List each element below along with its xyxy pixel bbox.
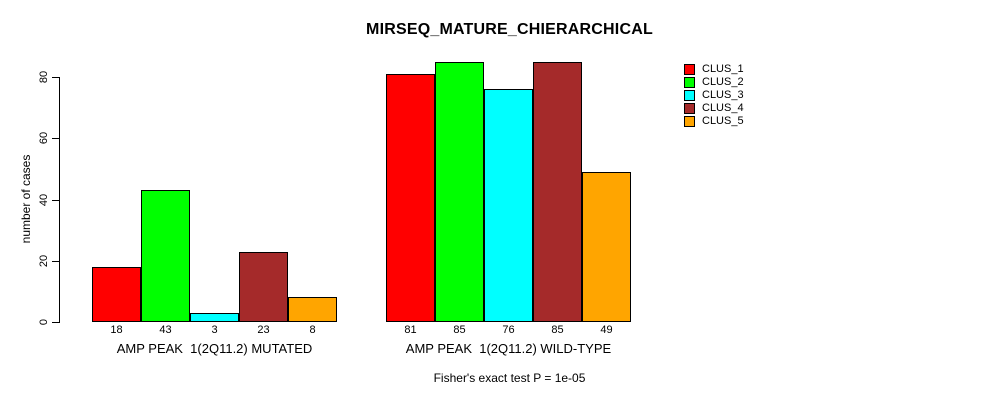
legend-swatch bbox=[684, 90, 695, 101]
legend-swatch bbox=[684, 64, 695, 75]
bar-value-label: 76 bbox=[502, 324, 515, 336]
legend-label: CLUS_3 bbox=[702, 89, 744, 101]
legend-label: CLUS_4 bbox=[702, 102, 744, 114]
fisher-test-footnote: Fisher's exact test P = 1e-05 bbox=[433, 371, 586, 385]
bar bbox=[386, 74, 435, 322]
category-label: AMP PEAK 1(2Q11.2) MUTATED bbox=[116, 341, 313, 356]
bar bbox=[533, 62, 582, 322]
legend-swatch bbox=[684, 77, 695, 88]
legend-swatch bbox=[684, 103, 695, 114]
bar bbox=[582, 172, 631, 322]
legend-label: CLUS_5 bbox=[702, 115, 744, 127]
bar-value-label: 81 bbox=[404, 324, 417, 336]
chart-title: MIRSEQ_MATURE_CHIERARCHICAL bbox=[366, 21, 653, 38]
y-axis-tick-label: 20 bbox=[38, 254, 50, 268]
bar-value-label: 23 bbox=[257, 324, 270, 336]
bar-value-label: 85 bbox=[551, 324, 564, 336]
bar bbox=[484, 89, 533, 322]
legend-label: CLUS_2 bbox=[702, 76, 744, 88]
legend: CLUS_1 CLUS_2 CLUS_3 CLUS_4 CLUS_5 bbox=[684, 63, 744, 128]
legend-swatch bbox=[684, 116, 695, 127]
bar-value-label: 43 bbox=[159, 324, 172, 336]
legend-item: CLUS_2 bbox=[684, 76, 744, 89]
y-axis-tick-label: 60 bbox=[38, 131, 50, 145]
bar bbox=[92, 267, 141, 322]
y-axis-tick bbox=[52, 200, 59, 201]
bar bbox=[435, 62, 484, 322]
bar-value-label: 18 bbox=[110, 324, 123, 336]
bar bbox=[288, 297, 337, 322]
y-axis-tick-label: 80 bbox=[38, 70, 50, 84]
y-axis-line bbox=[59, 77, 60, 323]
y-axis-tick-label: 0 bbox=[38, 318, 50, 326]
bar-value-label: 85 bbox=[453, 324, 466, 336]
bar-value-label: 49 bbox=[600, 324, 613, 336]
legend-item: CLUS_1 bbox=[684, 63, 744, 76]
bar bbox=[141, 190, 190, 322]
y-axis-tick-label: 40 bbox=[38, 193, 50, 207]
bar bbox=[239, 252, 288, 322]
legend-item: CLUS_5 bbox=[684, 115, 744, 128]
bar-value-label: 8 bbox=[309, 324, 316, 336]
y-axis-tick bbox=[52, 138, 59, 139]
y-axis-tick bbox=[52, 322, 59, 323]
bar bbox=[190, 313, 239, 322]
y-axis-tick bbox=[52, 261, 59, 262]
legend-label: CLUS_1 bbox=[702, 63, 744, 75]
category-label: AMP PEAK 1(2Q11.2) WILD-TYPE bbox=[405, 341, 612, 356]
y-axis-tick bbox=[52, 77, 59, 78]
bar-value-label: 3 bbox=[211, 324, 218, 336]
legend-item: CLUS_4 bbox=[684, 102, 744, 115]
legend-item: CLUS_3 bbox=[684, 89, 744, 102]
